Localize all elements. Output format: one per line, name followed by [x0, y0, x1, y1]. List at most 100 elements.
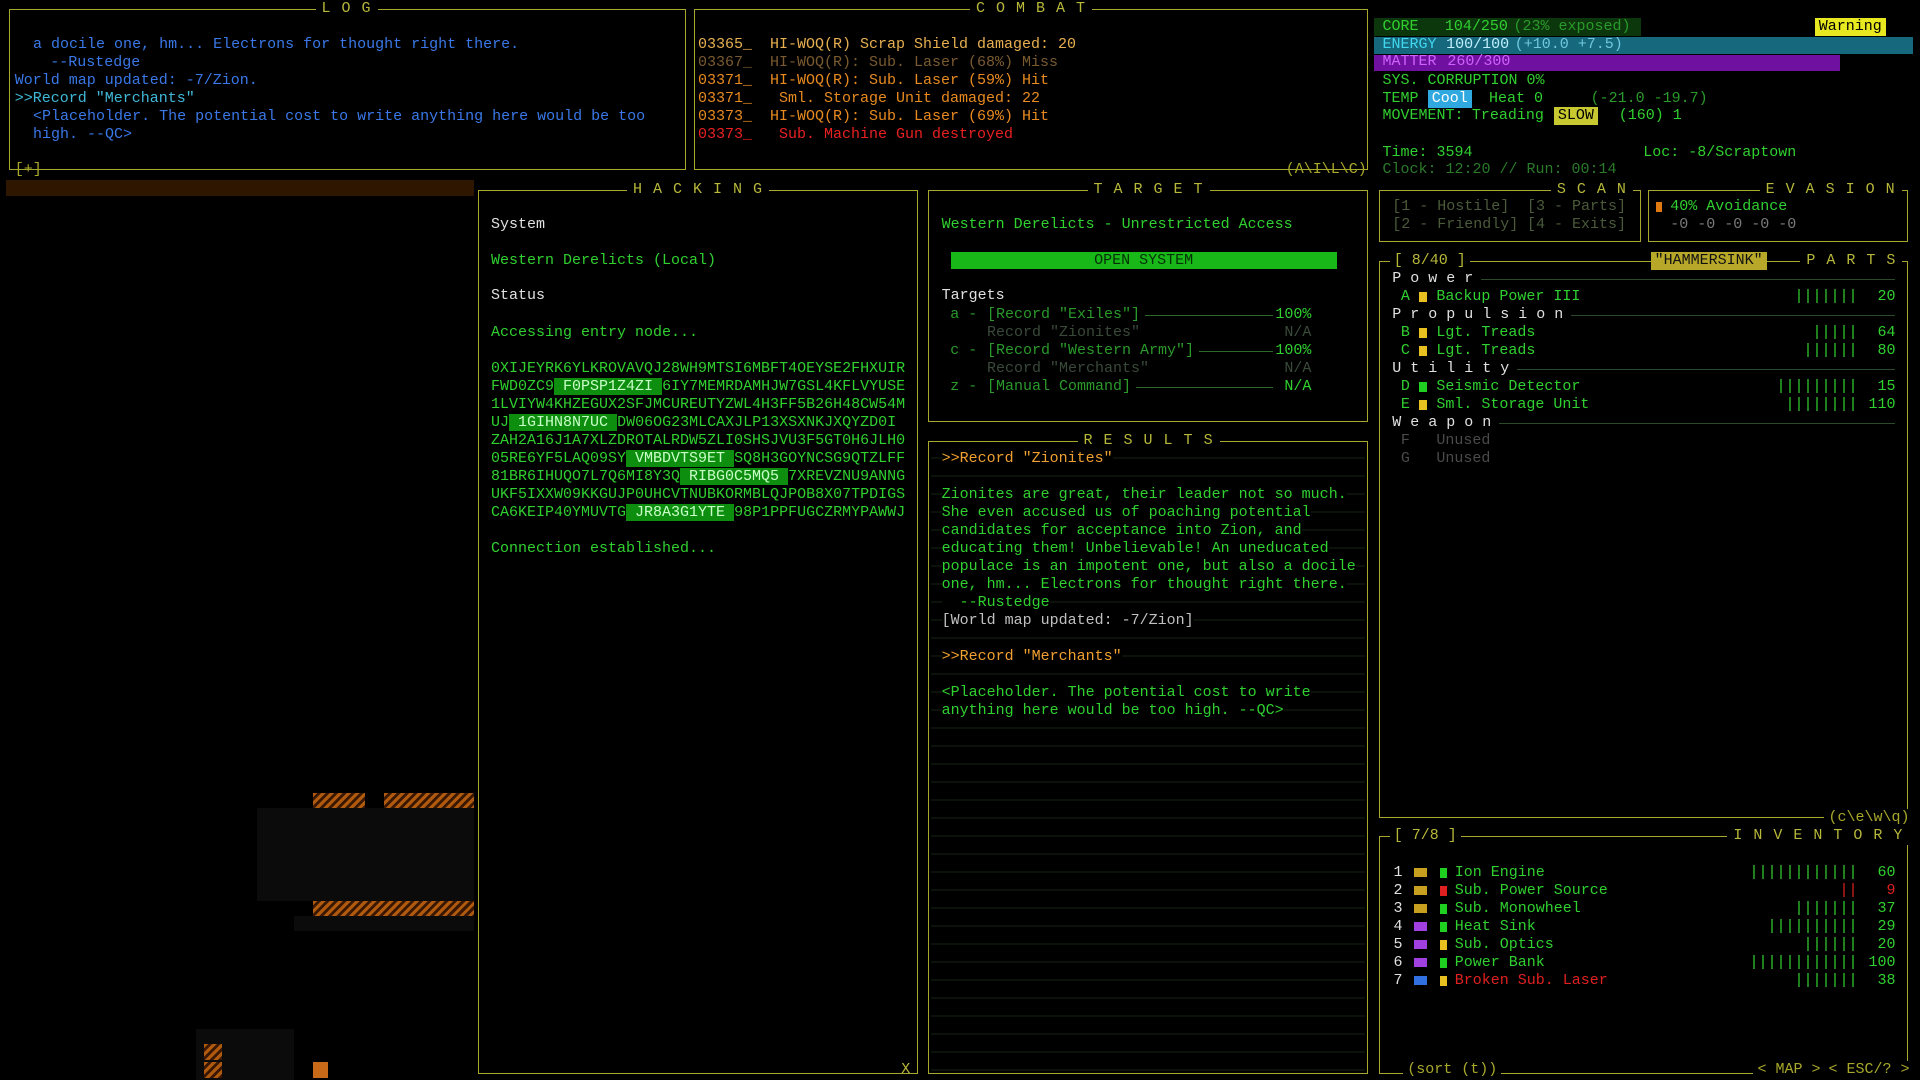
result-line: She even accused us of poaching potentia…	[941, 504, 1311, 523]
part-marker	[1419, 400, 1427, 411]
panel-title: H A C K I N G	[626, 180, 769, 199]
code-text: UJ	[491, 413, 510, 431]
combat-corner: (A\I\L\C)	[1285, 161, 1367, 179]
energy-value: 100/100	[1446, 36, 1510, 54]
part-name: Unused	[1436, 450, 1491, 468]
item-icon	[1414, 922, 1427, 931]
item-value: 9	[1886, 882, 1896, 900]
code-highlight: VMBDVTS9ET	[626, 449, 735, 467]
code-line: 05RE6YF5LAQ09SY VMBDVTS9ET SQ8H3GOYNCSG9…	[491, 449, 905, 468]
build-name: "HAMMERSINK"	[1650, 251, 1767, 270]
panel-title: T A R G E T	[1087, 180, 1210, 199]
part-integrity: |||||||	[1794, 288, 1858, 306]
parts-panel	[1378, 260, 1908, 818]
system-label: System	[491, 216, 546, 234]
part-key: A	[1400, 288, 1410, 306]
parts-group: P o w e r	[1392, 270, 1474, 288]
panel-title: R E S U L T S	[1077, 431, 1220, 450]
map-floor	[257, 808, 474, 902]
part-key: F	[1400, 432, 1410, 450]
item-integrity: |||||||	[1794, 972, 1858, 990]
item-key: 1	[1393, 864, 1403, 882]
item-icon	[1414, 904, 1427, 913]
matter-bar	[1373, 55, 1841, 71]
sort: (sort (t))	[1403, 1061, 1502, 1080]
log-line: high. --QC>	[33, 126, 133, 144]
item-value: 38	[1877, 972, 1896, 990]
panel-title: L O G	[315, 0, 378, 18]
item-icon	[1414, 958, 1427, 967]
target-name: [Manual Command]	[986, 377, 1131, 395]
item-integrity: ||||||||||||	[1749, 954, 1858, 972]
part-key: C	[1400, 342, 1410, 360]
map-exit	[313, 1061, 329, 1078]
log-line: World map updated: -7/Zion.	[14, 72, 258, 90]
part-marker	[1419, 346, 1427, 357]
code-line: 81BR6IHUQO7L7Q6MI8Y3Q RIBG0C5MQ5 7XREVZN…	[491, 467, 905, 486]
target-rate: N/A	[1284, 323, 1312, 341]
combat-line: 03367_ HI-WOQ(R): Sub. Laser (68%) Miss	[697, 54, 1059, 72]
core-bar	[1373, 18, 1641, 36]
item-marker	[1440, 940, 1448, 950]
result-line: populace is an impotent one, but also a …	[941, 558, 1356, 577]
map-wall	[204, 1061, 222, 1078]
part-value: 15	[1877, 378, 1896, 396]
map-button[interactable]: < MAP >	[1753, 1061, 1825, 1080]
item-name: Ion Engine	[1454, 864, 1545, 882]
panel-title: E V A S I O N	[1759, 180, 1902, 199]
item-value: 60	[1877, 864, 1896, 882]
code-text: 81BR6IHUQO7L7Q6MI8Y3Q	[491, 467, 681, 485]
combat-line: 03373_ Sub. Machine Gun destroyed	[697, 126, 1014, 144]
part-key: E	[1400, 396, 1410, 414]
energy-note: (+10.0 +7.5)	[1514, 36, 1623, 54]
code-text: 05RE6YF5LAQ09SY	[491, 449, 627, 467]
target-key: z -	[950, 377, 978, 395]
combat-line: 03373_ HI-WOQ(R): Sub. Laser (69%) Hit	[697, 108, 1050, 126]
combat-line: 03371_ HI-WOQ(R): Sub. Laser (59%) Hit	[697, 72, 1050, 90]
esc-button[interactable]: < ESC/? >	[1824, 1061, 1914, 1080]
result-line: one, hm... Electrons for thought right t…	[941, 576, 1347, 595]
item-marker	[1440, 922, 1448, 932]
part-value: 110	[1868, 396, 1896, 414]
item-icon	[1414, 976, 1427, 985]
part-name: Sml. Storage Unit	[1436, 396, 1590, 414]
code-text: 98P1PPFUGCZRMYPAWWJ	[734, 503, 906, 521]
core-note: (23% exposed)	[1513, 17, 1631, 35]
target-leader	[1135, 386, 1274, 388]
panel-title: S C A N	[1550, 180, 1633, 199]
item-value: 37	[1877, 900, 1896, 918]
item-marker	[1440, 958, 1448, 968]
panel-title: C O M B A T	[970, 0, 1093, 18]
parts-corner: (c\e\w\q)	[1824, 808, 1914, 827]
target-name: Record "Merchants"	[986, 359, 1149, 377]
time: Time: 3594	[1382, 144, 1473, 162]
part-name: Seismic Detector	[1436, 378, 1581, 396]
warning: Warning	[1814, 17, 1886, 36]
evasion-marker	[1655, 202, 1662, 212]
temp-note: (-21.0 -19.7)	[1590, 90, 1708, 108]
avoidance: 40% Avoidance	[1670, 197, 1788, 215]
item-key: 6	[1393, 954, 1403, 972]
item-key: 4	[1393, 918, 1403, 936]
log-line: a docile one, hm... Electrons for though…	[33, 36, 520, 54]
part-marker	[1419, 328, 1427, 339]
item-key: 5	[1393, 936, 1403, 954]
core-value: 104/250	[1444, 17, 1508, 35]
hacking-panel	[477, 189, 919, 1074]
matter-label: MATTER	[1382, 53, 1437, 71]
part-name: Backup Power III	[1436, 288, 1581, 306]
part-name: Unused	[1436, 432, 1491, 450]
scan-item: [2 - Friendly]	[1392, 216, 1519, 234]
target-name: [Record "Exiles"]	[986, 305, 1140, 323]
target-leader	[1144, 314, 1274, 316]
map-wall	[313, 901, 474, 916]
map-wall	[384, 793, 474, 809]
item-value: 100	[1868, 954, 1896, 972]
matter-value: 260/300	[1447, 53, 1511, 71]
code-highlight: RIBG0C5MQ5	[680, 467, 789, 485]
temp-state: Cool	[1427, 90, 1472, 109]
panel-title: I N V E N T O R Y	[1727, 827, 1910, 846]
close-button: X	[901, 1061, 911, 1079]
part-integrity: ||||||	[1803, 342, 1858, 360]
